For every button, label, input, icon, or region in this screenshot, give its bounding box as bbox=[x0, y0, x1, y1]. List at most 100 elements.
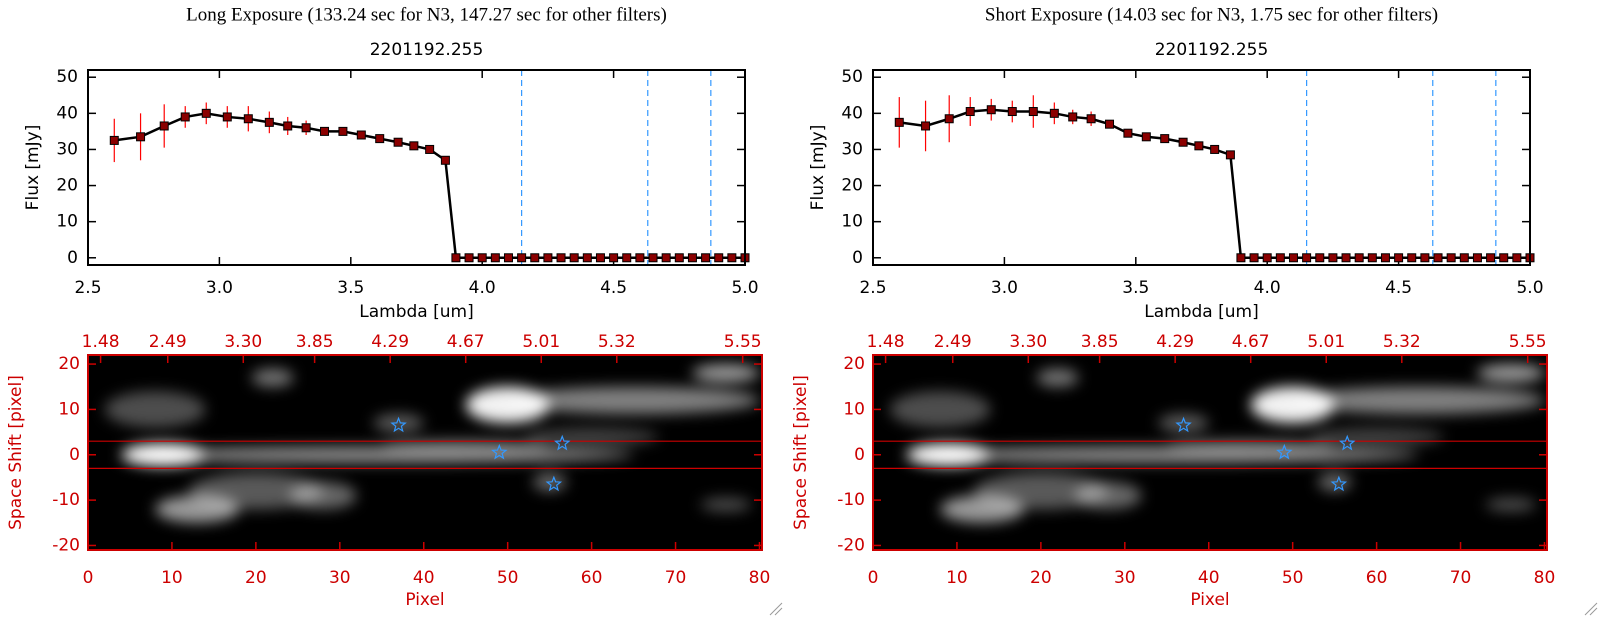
data-marker bbox=[1049, 108, 1059, 118]
data-marker bbox=[1354, 253, 1364, 263]
data-marker bbox=[1123, 128, 1133, 138]
x2-tick-label: 2.49 bbox=[934, 332, 972, 352]
data-marker bbox=[727, 253, 737, 263]
x-tick-label: 70 bbox=[1450, 568, 1472, 588]
y-tick-label: -20 bbox=[837, 535, 865, 555]
emission bbox=[889, 364, 1545, 523]
emission-blob bbox=[692, 364, 760, 383]
data-marker bbox=[109, 135, 119, 145]
x2-tick-label: 2.49 bbox=[149, 332, 187, 352]
x-tick-label: 0 bbox=[868, 568, 879, 588]
data-marker bbox=[635, 253, 645, 263]
y-tick-label: 10 bbox=[841, 212, 863, 232]
y-tick-label: 10 bbox=[58, 399, 80, 419]
emission-blob bbox=[524, 427, 659, 446]
y-tick-label: 50 bbox=[56, 67, 78, 87]
y-tick-label: 20 bbox=[843, 354, 865, 374]
data-marker bbox=[1407, 253, 1417, 263]
data-marker bbox=[1499, 253, 1509, 263]
y-tick-label: 20 bbox=[56, 176, 78, 196]
plot-title: 2201192.255 bbox=[1155, 40, 1269, 60]
data-line bbox=[899, 108, 1530, 260]
data-marker bbox=[648, 253, 658, 263]
y-tick-label: 0 bbox=[67, 248, 78, 268]
emission-blob bbox=[104, 391, 206, 428]
data-marker bbox=[714, 253, 724, 263]
x-axis-label: Pixel bbox=[1190, 590, 1229, 610]
data-marker bbox=[1068, 112, 1078, 122]
plot-frame bbox=[87, 69, 746, 266]
x-tick-label: 4.5 bbox=[600, 278, 627, 298]
data-marker bbox=[1249, 253, 1259, 263]
x-tick-label: 3.0 bbox=[206, 278, 233, 298]
emission-blob bbox=[906, 443, 991, 467]
y-axis-label: Flux [mJy] bbox=[808, 125, 828, 211]
data-marker bbox=[1420, 253, 1430, 263]
data-marker bbox=[517, 253, 527, 263]
x-tick-label: 3.5 bbox=[1122, 278, 1149, 298]
y-tick-label: 20 bbox=[58, 354, 80, 374]
x-tick-label: 80 bbox=[749, 568, 771, 588]
y-tick-label: 20 bbox=[841, 176, 863, 196]
data-marker bbox=[543, 253, 553, 263]
data-marker bbox=[490, 253, 500, 263]
data-marker bbox=[440, 155, 450, 165]
x-tick-label: 20 bbox=[1030, 568, 1052, 588]
x-tick-label: 10 bbox=[946, 568, 968, 588]
emission-blob bbox=[188, 472, 324, 510]
x2-tick-label: 5.32 bbox=[598, 332, 636, 352]
data-marker bbox=[1178, 137, 1188, 147]
y-tick-label: 0 bbox=[852, 248, 863, 268]
data-marker bbox=[569, 253, 579, 263]
y-tick-label: -10 bbox=[837, 490, 865, 510]
x-tick-label: 4.0 bbox=[469, 278, 496, 298]
y-tick-label: 0 bbox=[69, 445, 80, 465]
data-marker bbox=[338, 126, 348, 136]
data-marker bbox=[1105, 119, 1115, 129]
data-marker bbox=[201, 108, 211, 118]
resize-grip bbox=[769, 602, 1598, 616]
data-marker bbox=[451, 253, 461, 263]
spectral-image bbox=[104, 364, 760, 523]
data-marker bbox=[595, 253, 605, 263]
plot-frame bbox=[872, 69, 1531, 266]
data-marker bbox=[687, 253, 697, 263]
plot-title: 2201192.255 bbox=[370, 40, 484, 60]
data-marker bbox=[921, 121, 931, 131]
data-marker bbox=[375, 134, 385, 144]
emission-blob bbox=[973, 472, 1109, 510]
x2-tick-label: 5.01 bbox=[522, 332, 560, 352]
data-marker bbox=[944, 114, 954, 124]
x-tick-label: 3.0 bbox=[991, 278, 1018, 298]
x-tick-label: 5.0 bbox=[1516, 278, 1543, 298]
data-marker bbox=[701, 253, 711, 263]
x-tick-label: 30 bbox=[329, 568, 351, 588]
star-marker bbox=[1330, 475, 1348, 492]
data-marker bbox=[1380, 253, 1390, 263]
data-marker bbox=[425, 144, 435, 154]
data-marker bbox=[264, 117, 274, 127]
data-marker bbox=[1275, 253, 1285, 263]
data-marker bbox=[1472, 253, 1482, 263]
y-tick-label: 10 bbox=[56, 212, 78, 232]
data-marker bbox=[1433, 253, 1443, 263]
data-marker bbox=[222, 112, 232, 122]
emission-blob bbox=[1074, 481, 1142, 510]
x-tick-label: 30 bbox=[1114, 568, 1136, 588]
emission-blob bbox=[1292, 386, 1545, 414]
data-marker bbox=[301, 123, 311, 133]
y-axis-label: Flux [mJy] bbox=[23, 125, 43, 211]
x-tick-label: 80 bbox=[1534, 568, 1556, 588]
y-tick-label: 30 bbox=[56, 139, 78, 159]
data-marker bbox=[1341, 253, 1351, 263]
data-marker bbox=[1394, 253, 1404, 263]
x2-tick-label: 3.30 bbox=[1009, 332, 1047, 352]
data-marker bbox=[136, 132, 146, 142]
star-marker bbox=[491, 443, 508, 460]
x-tick-label: 4.0 bbox=[1254, 278, 1281, 298]
data-marker bbox=[180, 112, 190, 122]
plot-frame bbox=[87, 354, 763, 551]
star-marker bbox=[1276, 443, 1293, 460]
